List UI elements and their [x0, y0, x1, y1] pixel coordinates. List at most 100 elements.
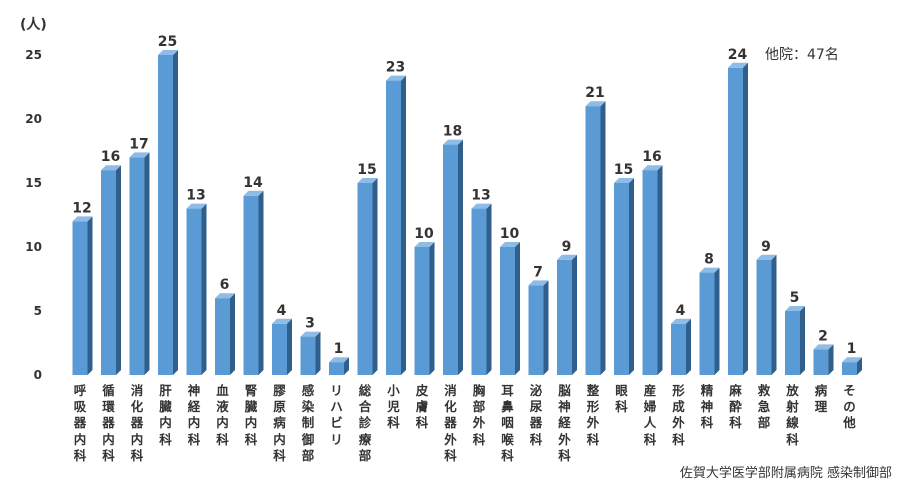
bar-top: [585, 101, 606, 107]
bar-top: [414, 242, 435, 247]
bar-value-label: 1: [334, 341, 344, 357]
bar-side: [857, 357, 862, 375]
bar-top: [785, 306, 805, 311]
bar-top: [728, 62, 748, 68]
x-category-label: 膠原病内科: [273, 383, 286, 463]
bar-side: [201, 203, 207, 375]
x-category-label: 消化器内科: [130, 383, 144, 463]
bar-top: [699, 267, 720, 273]
x-category-label: 消化器外科: [444, 383, 457, 463]
bar-value-label: 10: [414, 226, 434, 242]
x-category-label: 呼吸器内科: [73, 383, 87, 463]
bar-value-label: 24: [728, 47, 748, 63]
bar: [357, 183, 373, 375]
bar: [671, 323, 686, 375]
y-tick-label: 15: [25, 176, 42, 190]
bar: [386, 80, 401, 375]
bar-side: [771, 254, 777, 375]
bar-value-label: 14: [243, 175, 263, 191]
bar-side: [600, 101, 606, 375]
bar-top: [813, 344, 834, 350]
bar-value-label: 17: [129, 136, 148, 152]
bar-top: [557, 254, 577, 260]
y-tick-label: 5: [34, 304, 42, 318]
bar: [813, 349, 829, 375]
source-credit: 佐賀大学医学部附属病院 感染制御部: [679, 466, 892, 481]
bar-side: [230, 293, 235, 375]
bar-value-label: 15: [614, 162, 633, 178]
bar-value-label: 13: [186, 188, 205, 204]
y-tick-label: 0: [34, 368, 42, 382]
bar-top: [72, 216, 93, 222]
bar-side: [828, 344, 834, 375]
bar-value-label: 9: [562, 239, 572, 255]
bar-top: [129, 152, 150, 158]
bar-top: [186, 203, 207, 209]
x-category-label: その他: [843, 383, 856, 431]
bar-value-label: 21: [585, 85, 604, 101]
bar-side: [543, 280, 549, 375]
bar: [129, 157, 145, 375]
bar: [243, 195, 259, 375]
bar-side: [657, 165, 663, 375]
bar-value-label: 25: [158, 34, 177, 50]
bar: [614, 183, 629, 375]
bar: [186, 208, 202, 375]
x-category-label: 眼科: [615, 383, 628, 415]
bar-value-label: 12: [72, 200, 91, 216]
bar-top: [357, 178, 378, 183]
bar-top: [386, 75, 406, 81]
bar-side: [629, 178, 634, 375]
bar-top: [642, 165, 663, 171]
bar: [528, 285, 544, 375]
bar-top: [243, 190, 264, 196]
x-category-label: 胸部外科: [472, 383, 486, 447]
bar-top: [528, 280, 549, 286]
bar: [158, 55, 173, 375]
bar: [785, 311, 800, 375]
bar-value-label: 9: [761, 239, 771, 255]
bar-value-label: 3: [305, 316, 315, 332]
bar-top: [671, 318, 691, 324]
bar-top: [272, 318, 292, 324]
x-category-label: 腎臓内科: [244, 383, 258, 447]
x-category-label: 産婦人科: [643, 383, 657, 447]
x-category-label: リハビリ: [330, 383, 343, 447]
bar-top: [101, 165, 121, 171]
bar-top: [614, 178, 634, 183]
bar-value-label: 7: [533, 264, 543, 280]
y-tick-label: 20: [25, 112, 42, 126]
x-category-label: 精神科: [700, 383, 714, 431]
bar: [557, 259, 572, 375]
bar-side: [372, 178, 378, 375]
bar-top: [158, 50, 178, 55]
x-category-label: 皮膚科: [415, 383, 429, 431]
bar-side: [258, 190, 264, 375]
bar-side: [515, 242, 520, 375]
x-category-label: 感染制御部: [301, 383, 315, 463]
bar-top: [329, 357, 349, 363]
bar: [272, 323, 287, 375]
x-category-label: 整形外科: [586, 383, 600, 447]
bar-top: [443, 139, 463, 145]
x-category-label: 小児科: [387, 383, 400, 431]
x-category-label: 神経内科: [187, 383, 201, 447]
bar-side: [173, 50, 178, 375]
x-category-label: 救急部: [757, 383, 771, 431]
bar-top: [842, 357, 862, 363]
bar-side: [144, 152, 150, 375]
bar-value-label: 23: [386, 60, 405, 76]
y-axis-unit-label: (人): [20, 17, 47, 33]
y-tick-label: 25: [25, 48, 42, 62]
bar: [215, 298, 230, 375]
bar: [585, 106, 601, 375]
x-category-label: 耳鼻咽喉科: [501, 383, 514, 463]
bar-value-label: 6: [220, 277, 230, 293]
bar-top: [300, 331, 321, 337]
bar: [699, 272, 715, 375]
bar: [101, 170, 116, 375]
bar-value-label: 18: [443, 124, 462, 140]
x-category-label: 脳神経外科: [558, 383, 571, 463]
bar: [329, 362, 344, 375]
x-category-label: 放射線科: [786, 383, 799, 447]
